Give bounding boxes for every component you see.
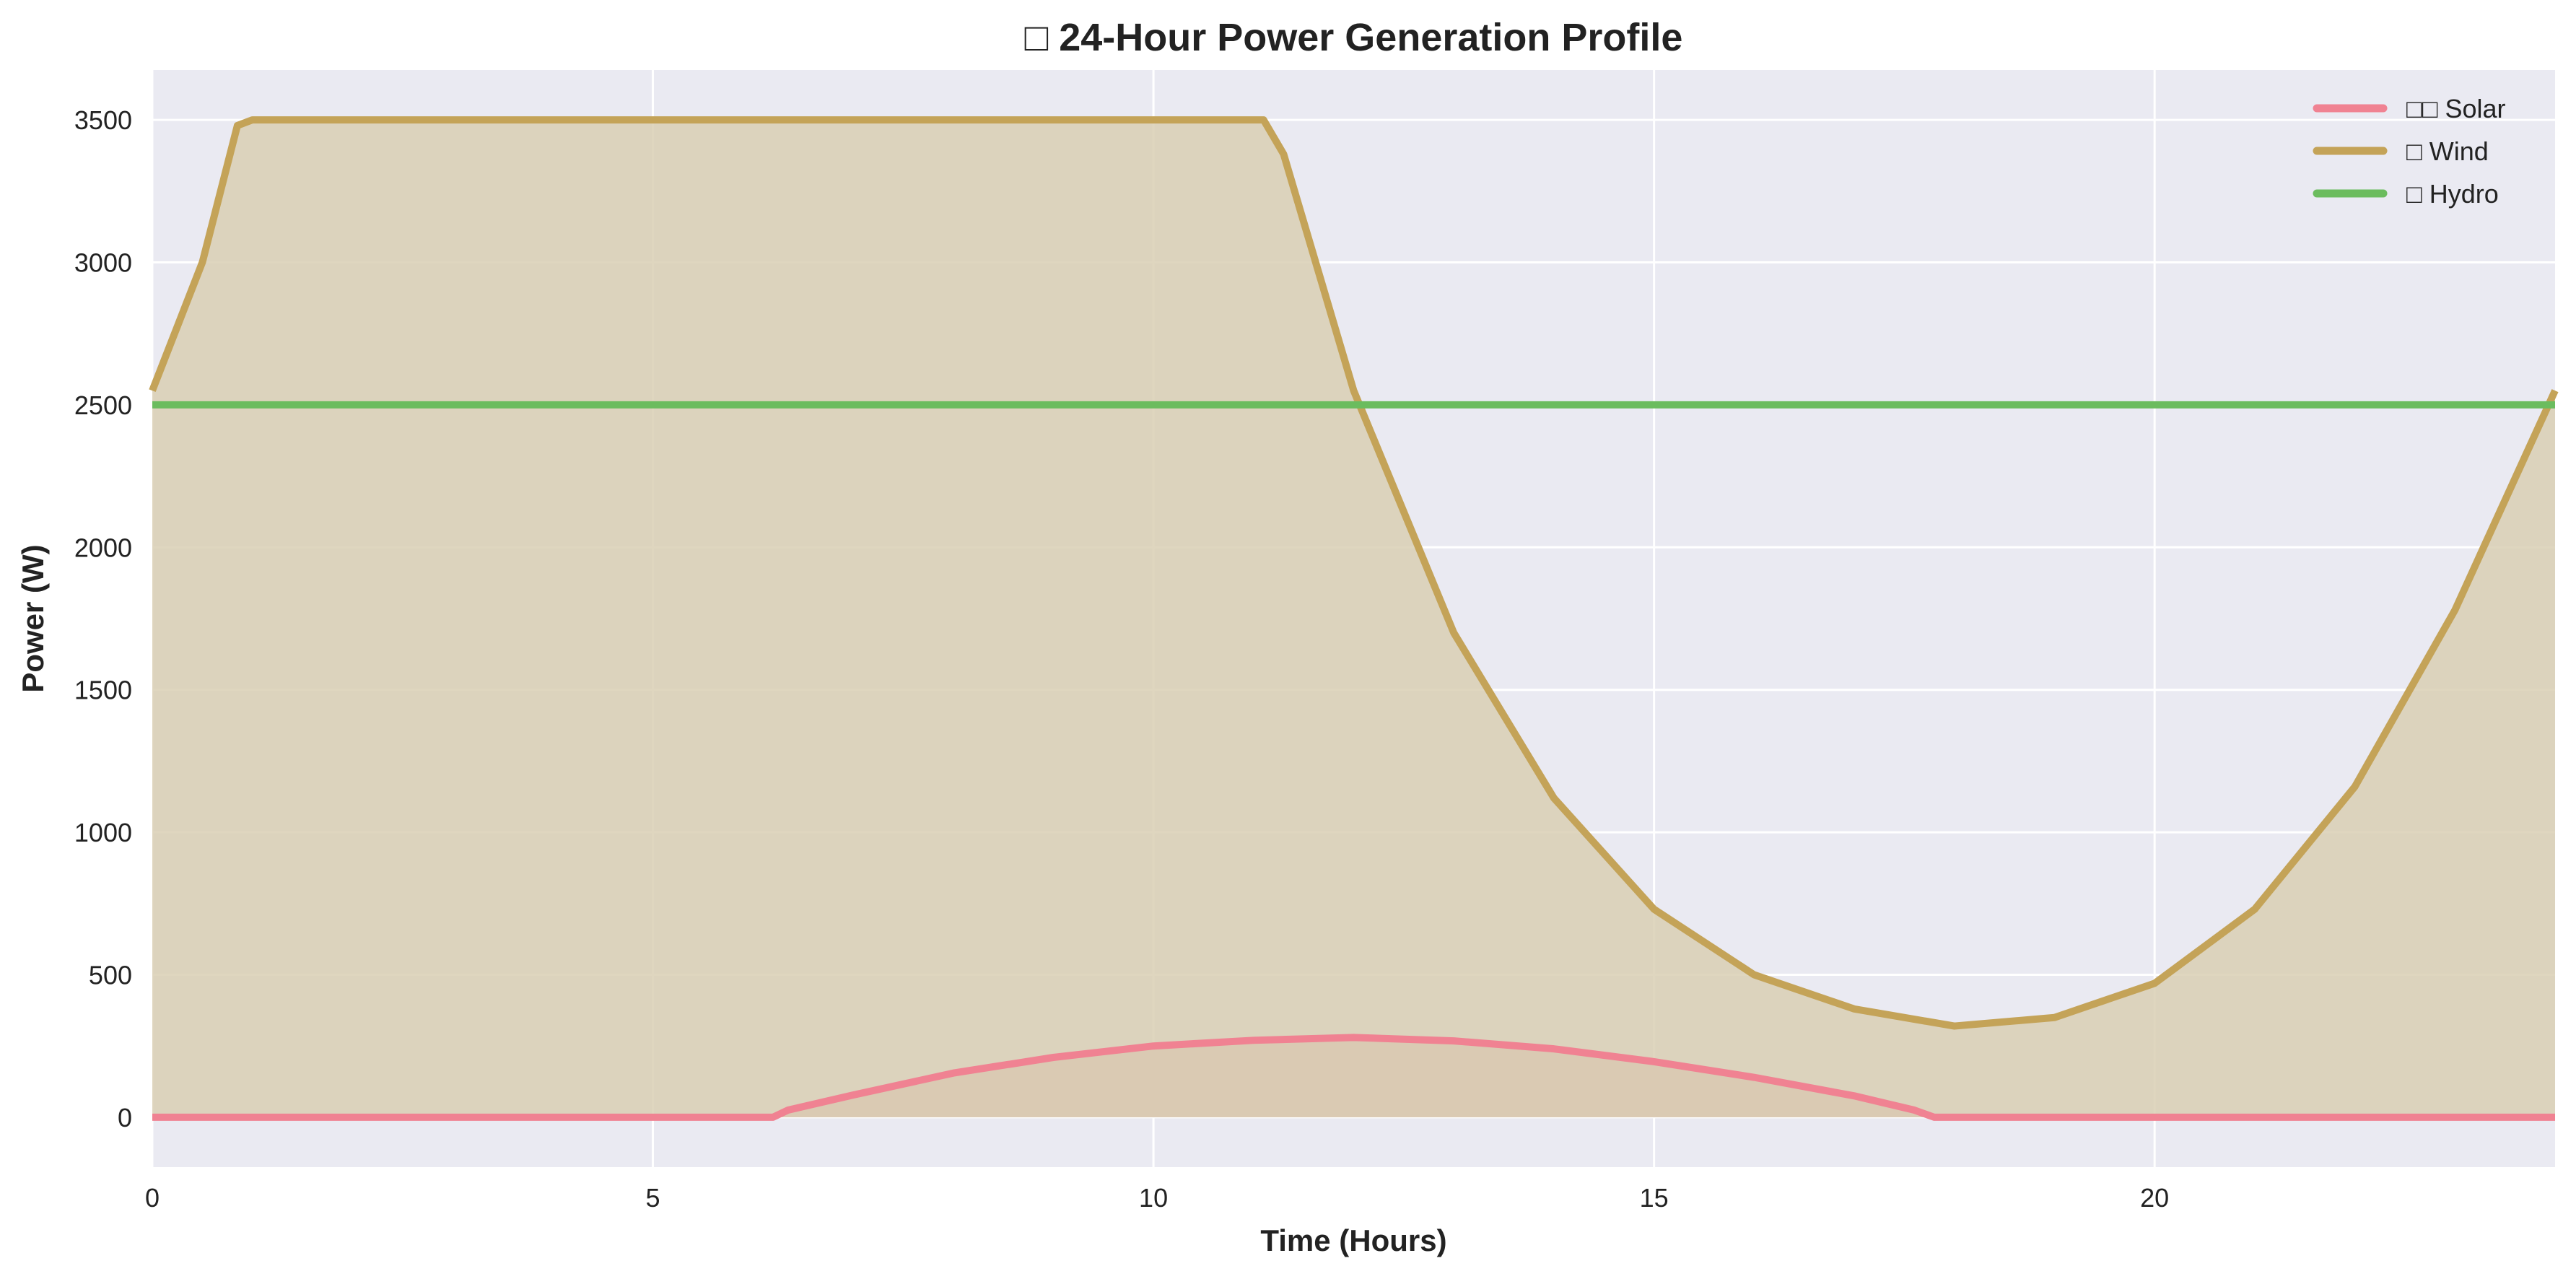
wind-area	[152, 120, 2555, 1117]
x-tick-label: 10	[1139, 1183, 1168, 1213]
y-tick-label: 500	[89, 961, 132, 990]
y-tick-label: 1000	[74, 818, 132, 847]
area-fills	[152, 120, 2555, 1117]
y-tick-label: 2000	[74, 533, 132, 562]
y-tick-label: 3500	[74, 105, 132, 135]
y-axis-title: Power (W)	[16, 544, 50, 692]
x-tick-label: 15	[1640, 1183, 1669, 1213]
chart-title: □ 24-Hour Power Generation Profile	[1025, 16, 1683, 59]
y-tick-label: 3000	[74, 248, 132, 277]
legend-label-solar: □□ Solar	[2406, 94, 2506, 123]
x-tick-label: 0	[145, 1183, 160, 1213]
solar-line	[152, 1034, 2555, 1121]
legend-label-hydro: □ Hydro	[2406, 179, 2499, 209]
x-tick-label: 5	[646, 1183, 660, 1213]
legend-label-wind: □ Wind	[2406, 136, 2489, 166]
y-tick-label: 0	[118, 1103, 132, 1132]
x-tick-label: 20	[2140, 1183, 2169, 1213]
wind-line	[149, 116, 2559, 1030]
y-tick-label: 2500	[74, 390, 132, 420]
series-lines	[149, 116, 2559, 1121]
y-tick-label: 1500	[74, 676, 132, 705]
x-axis-title: Time (Hours)	[1260, 1223, 1446, 1257]
legend: □□ Solar □ Wind □ Hydro	[2313, 94, 2506, 209]
tick-labels: 0 5 10 15 20 0 500 1000 1500 2000 2500 3000 3500	[74, 105, 2169, 1213]
